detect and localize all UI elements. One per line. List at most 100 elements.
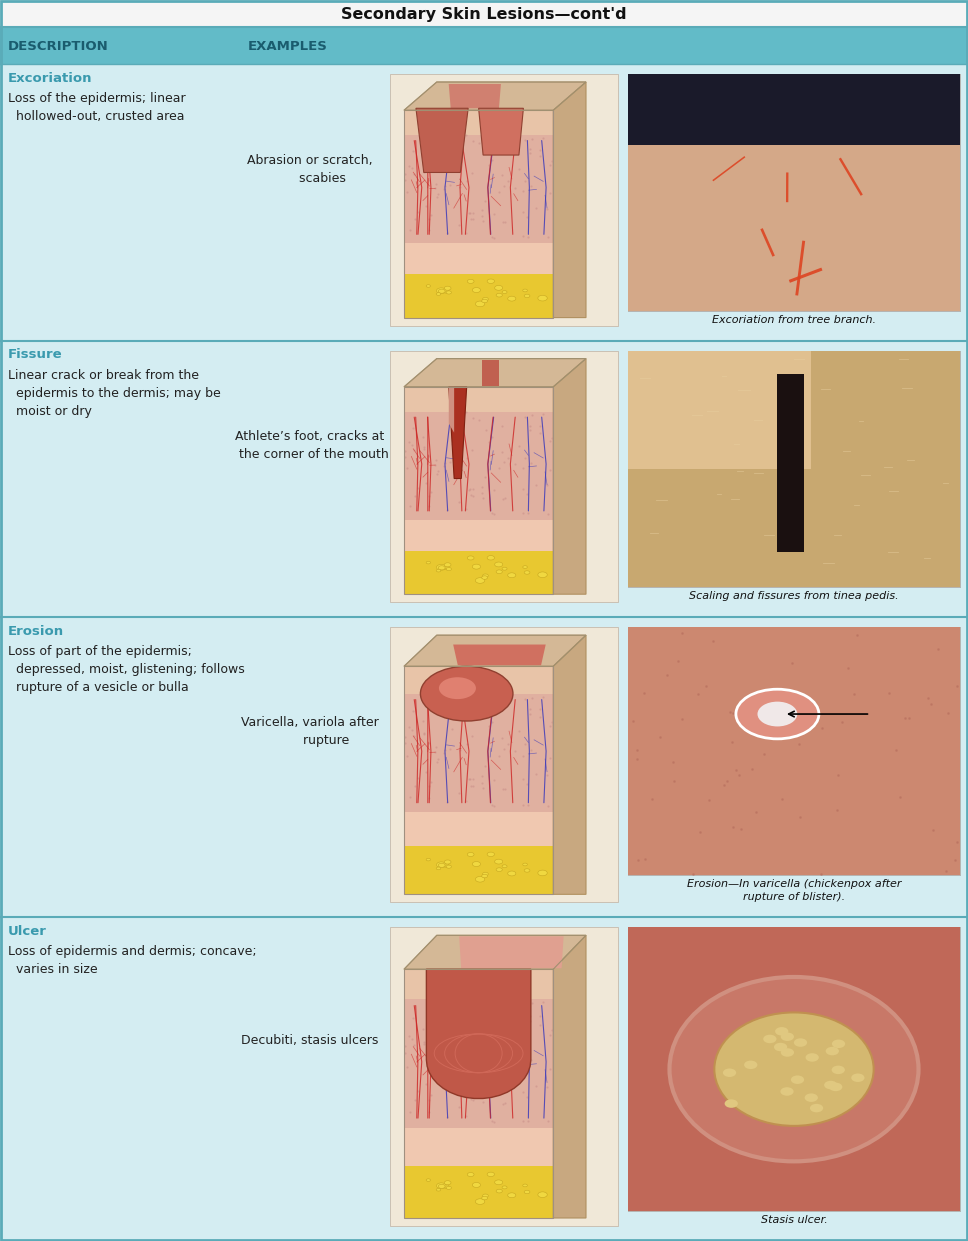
Ellipse shape <box>829 1082 842 1091</box>
Ellipse shape <box>439 1184 445 1189</box>
Ellipse shape <box>487 556 495 560</box>
Ellipse shape <box>495 285 502 290</box>
Ellipse shape <box>446 567 451 571</box>
FancyBboxPatch shape <box>0 65 968 340</box>
Polygon shape <box>449 84 500 108</box>
Ellipse shape <box>507 573 516 577</box>
Ellipse shape <box>472 565 480 570</box>
FancyBboxPatch shape <box>628 74 960 310</box>
Polygon shape <box>404 359 586 387</box>
Text: Abrasion or scratch,
      scabies: Abrasion or scratch, scabies <box>247 154 373 185</box>
Ellipse shape <box>487 279 495 283</box>
Ellipse shape <box>439 864 445 867</box>
Text: Ulcer: Ulcer <box>8 925 46 938</box>
Polygon shape <box>478 108 524 155</box>
Ellipse shape <box>794 1039 807 1047</box>
Polygon shape <box>404 635 586 666</box>
FancyBboxPatch shape <box>628 351 960 587</box>
FancyBboxPatch shape <box>390 351 618 602</box>
FancyBboxPatch shape <box>628 627 960 875</box>
Ellipse shape <box>472 288 480 293</box>
Ellipse shape <box>507 1193 516 1198</box>
Polygon shape <box>449 387 454 433</box>
FancyBboxPatch shape <box>404 110 554 135</box>
FancyBboxPatch shape <box>404 412 554 520</box>
Ellipse shape <box>437 293 440 295</box>
Ellipse shape <box>482 875 488 877</box>
Ellipse shape <box>525 294 529 298</box>
Ellipse shape <box>670 977 919 1162</box>
FancyBboxPatch shape <box>404 274 554 318</box>
Ellipse shape <box>851 1073 864 1082</box>
Text: Stasis ulcer.: Stasis ulcer. <box>761 1215 828 1225</box>
Ellipse shape <box>497 867 502 871</box>
Ellipse shape <box>483 872 488 876</box>
Ellipse shape <box>468 556 474 560</box>
Ellipse shape <box>487 853 495 856</box>
Ellipse shape <box>437 862 446 867</box>
Text: Loss of the epidermis; linear
  hollowed-out, crusted area: Loss of the epidermis; linear hollowed-o… <box>8 92 186 123</box>
Ellipse shape <box>437 570 440 572</box>
Ellipse shape <box>444 562 451 567</box>
Polygon shape <box>481 360 499 386</box>
Ellipse shape <box>723 1069 737 1077</box>
FancyBboxPatch shape <box>777 375 804 552</box>
Ellipse shape <box>446 865 451 869</box>
Ellipse shape <box>439 289 445 293</box>
Ellipse shape <box>472 1183 480 1188</box>
Polygon shape <box>449 387 467 479</box>
FancyBboxPatch shape <box>628 351 960 587</box>
Polygon shape <box>453 644 546 665</box>
Ellipse shape <box>525 571 529 575</box>
FancyBboxPatch shape <box>404 666 554 694</box>
FancyBboxPatch shape <box>404 243 554 274</box>
Ellipse shape <box>420 666 513 721</box>
Ellipse shape <box>495 562 502 567</box>
Ellipse shape <box>495 1180 502 1185</box>
Text: DESCRIPTION: DESCRIPTION <box>8 40 108 52</box>
Ellipse shape <box>497 293 502 297</box>
FancyBboxPatch shape <box>628 74 960 310</box>
FancyBboxPatch shape <box>0 340 968 617</box>
Text: Secondary Skin Lesions—cont'd: Secondary Skin Lesions—cont'd <box>341 6 627 21</box>
Ellipse shape <box>483 1194 488 1198</box>
FancyBboxPatch shape <box>0 617 968 917</box>
FancyBboxPatch shape <box>404 1128 554 1165</box>
Text: Excoriation from tree branch.: Excoriation from tree branch. <box>712 315 876 325</box>
Polygon shape <box>554 82 586 318</box>
Ellipse shape <box>774 1042 787 1051</box>
FancyBboxPatch shape <box>0 29 968 65</box>
Ellipse shape <box>426 1179 431 1181</box>
Ellipse shape <box>444 860 451 864</box>
Ellipse shape <box>523 862 528 866</box>
Ellipse shape <box>736 689 819 738</box>
Text: Loss of epidermis and dermis; concave;
  varies in size: Loss of epidermis and dermis; concave; v… <box>8 946 257 977</box>
FancyBboxPatch shape <box>0 0 968 29</box>
Polygon shape <box>554 359 586 594</box>
Ellipse shape <box>714 1013 874 1126</box>
Ellipse shape <box>824 1081 837 1090</box>
Ellipse shape <box>468 279 474 283</box>
FancyBboxPatch shape <box>628 927 960 1211</box>
Ellipse shape <box>483 573 488 577</box>
Polygon shape <box>404 82 586 110</box>
Ellipse shape <box>502 865 507 867</box>
FancyBboxPatch shape <box>404 1165 554 1217</box>
FancyBboxPatch shape <box>628 627 960 875</box>
FancyBboxPatch shape <box>390 627 618 902</box>
Ellipse shape <box>444 1180 451 1185</box>
Ellipse shape <box>763 1035 776 1044</box>
Ellipse shape <box>472 861 480 866</box>
Text: Linear crack or break from the
  epidermis to the dermis; may be
  moist or dry: Linear crack or break from the epidermis… <box>8 369 221 417</box>
Text: EXAMPLES: EXAMPLES <box>248 40 328 52</box>
Text: Loss of part of the epidermis;
  depressed, moist, glistening; follows
  rupture: Loss of part of the epidermis; depressed… <box>8 645 245 694</box>
Ellipse shape <box>482 299 488 303</box>
Ellipse shape <box>475 1199 485 1205</box>
Text: Fissure: Fissure <box>8 347 63 361</box>
Ellipse shape <box>475 302 485 307</box>
Ellipse shape <box>437 565 446 570</box>
FancyBboxPatch shape <box>404 551 554 594</box>
Text: Erosion: Erosion <box>8 624 64 638</box>
Ellipse shape <box>525 869 529 872</box>
Ellipse shape <box>468 853 474 856</box>
